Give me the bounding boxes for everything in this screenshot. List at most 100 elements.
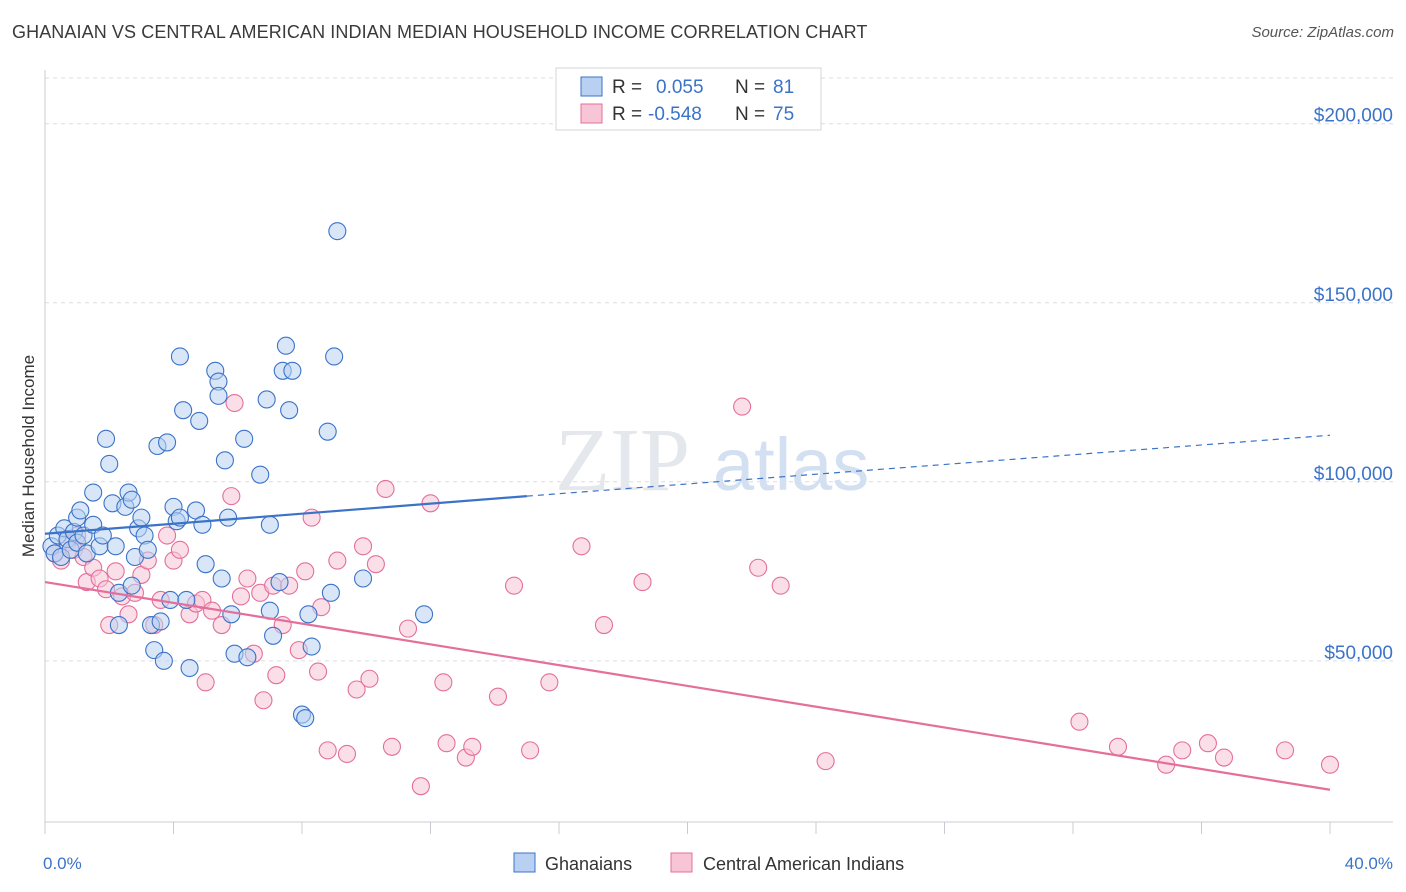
ghanaians-point — [238, 648, 257, 667]
ghanaians-point — [328, 222, 347, 241]
central-american-indians-point — [231, 587, 251, 606]
ghanaians-point — [212, 569, 231, 588]
central-american-indians-point — [360, 669, 379, 688]
ghanaians-point — [96, 429, 116, 448]
bottom-legend-central-american-indians: Central American Indians — [703, 854, 904, 874]
central-american-indians-point — [594, 615, 614, 635]
central-american-indians-point — [225, 393, 244, 413]
central-american-indians-point — [382, 737, 402, 756]
central-american-indians-trend-line — [44, 580, 1331, 791]
legend-swatch-central-american-indians — [580, 103, 603, 124]
bottom-legend: Ghanaians Central American Indians — [513, 852, 904, 874]
legend-r-label: R = — [612, 104, 642, 125]
central-american-indians-point — [488, 687, 508, 706]
ghanaians-point — [222, 605, 241, 624]
central-american-indians-point — [1320, 755, 1340, 774]
bottom-legend-swatch-ghanaians — [513, 852, 536, 873]
ghanaians-point — [276, 336, 295, 355]
central-american-indians-point — [376, 479, 395, 499]
ghanaians-point — [264, 626, 283, 645]
central-american-indians-point — [1214, 748, 1234, 767]
ghanaians-point — [219, 508, 238, 527]
ghanaians-trend-line — [44, 495, 527, 535]
central-american-indians-point — [437, 734, 456, 753]
ghanaians-point — [318, 422, 337, 441]
y-tick-label: $150,000 — [1314, 285, 1393, 306]
legend-n-label: N = — [735, 104, 765, 125]
central-american-indians-point — [1108, 737, 1128, 756]
legend-n-value: 81 — [773, 77, 794, 98]
y-axis-label: Median Household Income — [19, 355, 38, 557]
ghanaians-point — [151, 612, 170, 631]
central-american-indians-point — [353, 537, 373, 556]
watermark: ZIP atlas — [555, 411, 869, 510]
ghanaians-point — [283, 361, 302, 380]
ghanaians-point — [132, 508, 151, 527]
ghanaians-point — [280, 401, 299, 420]
central-american-indians-point — [328, 551, 347, 570]
central-american-indians-point — [158, 526, 177, 545]
central-american-indians-point — [733, 397, 752, 416]
ghanaians-point — [180, 658, 199, 678]
bottom-legend-swatch-central-american-indians — [670, 852, 693, 873]
ghanaians-point — [196, 555, 215, 574]
ghanaians-point — [138, 540, 157, 559]
ghanaians-point — [299, 605, 318, 624]
central-american-indians-point — [267, 666, 286, 685]
ghanaians-point — [215, 451, 234, 470]
ghanaians-point — [161, 590, 180, 610]
ghanaians-point — [321, 583, 340, 602]
central-american-indians-point — [106, 562, 125, 581]
bottom-legend-ghanaians: Ghanaians — [545, 854, 632, 874]
central-american-indians-point — [254, 691, 273, 710]
central-american-indians-point — [572, 537, 591, 556]
ghanaians-point — [325, 347, 344, 366]
central-american-indians-point — [222, 487, 241, 506]
ghanaians-point — [257, 390, 276, 409]
legend-n-label: N = — [735, 77, 765, 98]
ghanaians-point — [170, 347, 189, 366]
central-american-indians-point — [337, 744, 357, 764]
y-tick-labels: $50,000 $100,000 $150,000 $200,000 — [1314, 106, 1393, 664]
ghanaians-point — [251, 465, 270, 484]
legend-swatch-ghanaians — [580, 76, 603, 97]
ghanaians-point — [106, 537, 125, 556]
watermark-zip: ZIP — [555, 411, 690, 510]
watermark-atlas: atlas — [713, 423, 869, 506]
central-american-indians-point — [816, 752, 835, 771]
central-american-indians-point — [504, 576, 524, 595]
central-american-indians-point — [1173, 741, 1192, 760]
ghanaians-point — [122, 490, 141, 509]
central-american-indians-point — [633, 573, 652, 592]
source-label: Source: ZipAtlas.com — [1251, 24, 1394, 41]
x-tick-marks — [44, 822, 1331, 834]
central-american-indians-point — [540, 673, 559, 692]
legend-r-value: -0.548 — [648, 104, 702, 125]
ghanaians-point — [154, 651, 173, 670]
axes — [44, 70, 1393, 823]
legend-r-label: R = — [612, 77, 642, 98]
central-american-indians-point — [463, 737, 482, 756]
ghanaians-point — [158, 433, 177, 452]
series-ghanaians — [42, 222, 434, 728]
central-american-indians-point — [238, 569, 257, 588]
ghanaians-point — [93, 526, 112, 545]
central-american-indians-point — [296, 562, 315, 581]
ghanaians-point — [84, 483, 103, 502]
central-american-indians-point — [318, 741, 337, 760]
series-central-american-indians — [45, 393, 1340, 796]
chart-title: GHANAIAN VS CENTRAL AMERICAN INDIAN MEDI… — [12, 22, 868, 42]
ghanaians-point — [415, 605, 434, 624]
ghanaians-point — [193, 515, 212, 534]
central-american-indians-point — [309, 662, 328, 681]
ghanaians-point — [209, 386, 228, 405]
y-tick-label: $100,000 — [1314, 464, 1393, 485]
central-american-indians-point — [771, 576, 790, 595]
central-american-indians-point — [411, 777, 430, 796]
ghanaians-point — [122, 576, 141, 595]
central-american-indians-point — [398, 619, 418, 638]
central-american-indians-point — [347, 680, 366, 699]
ghanaians-trend-line-extension — [526, 434, 1331, 497]
central-american-indians-point — [1198, 734, 1217, 753]
